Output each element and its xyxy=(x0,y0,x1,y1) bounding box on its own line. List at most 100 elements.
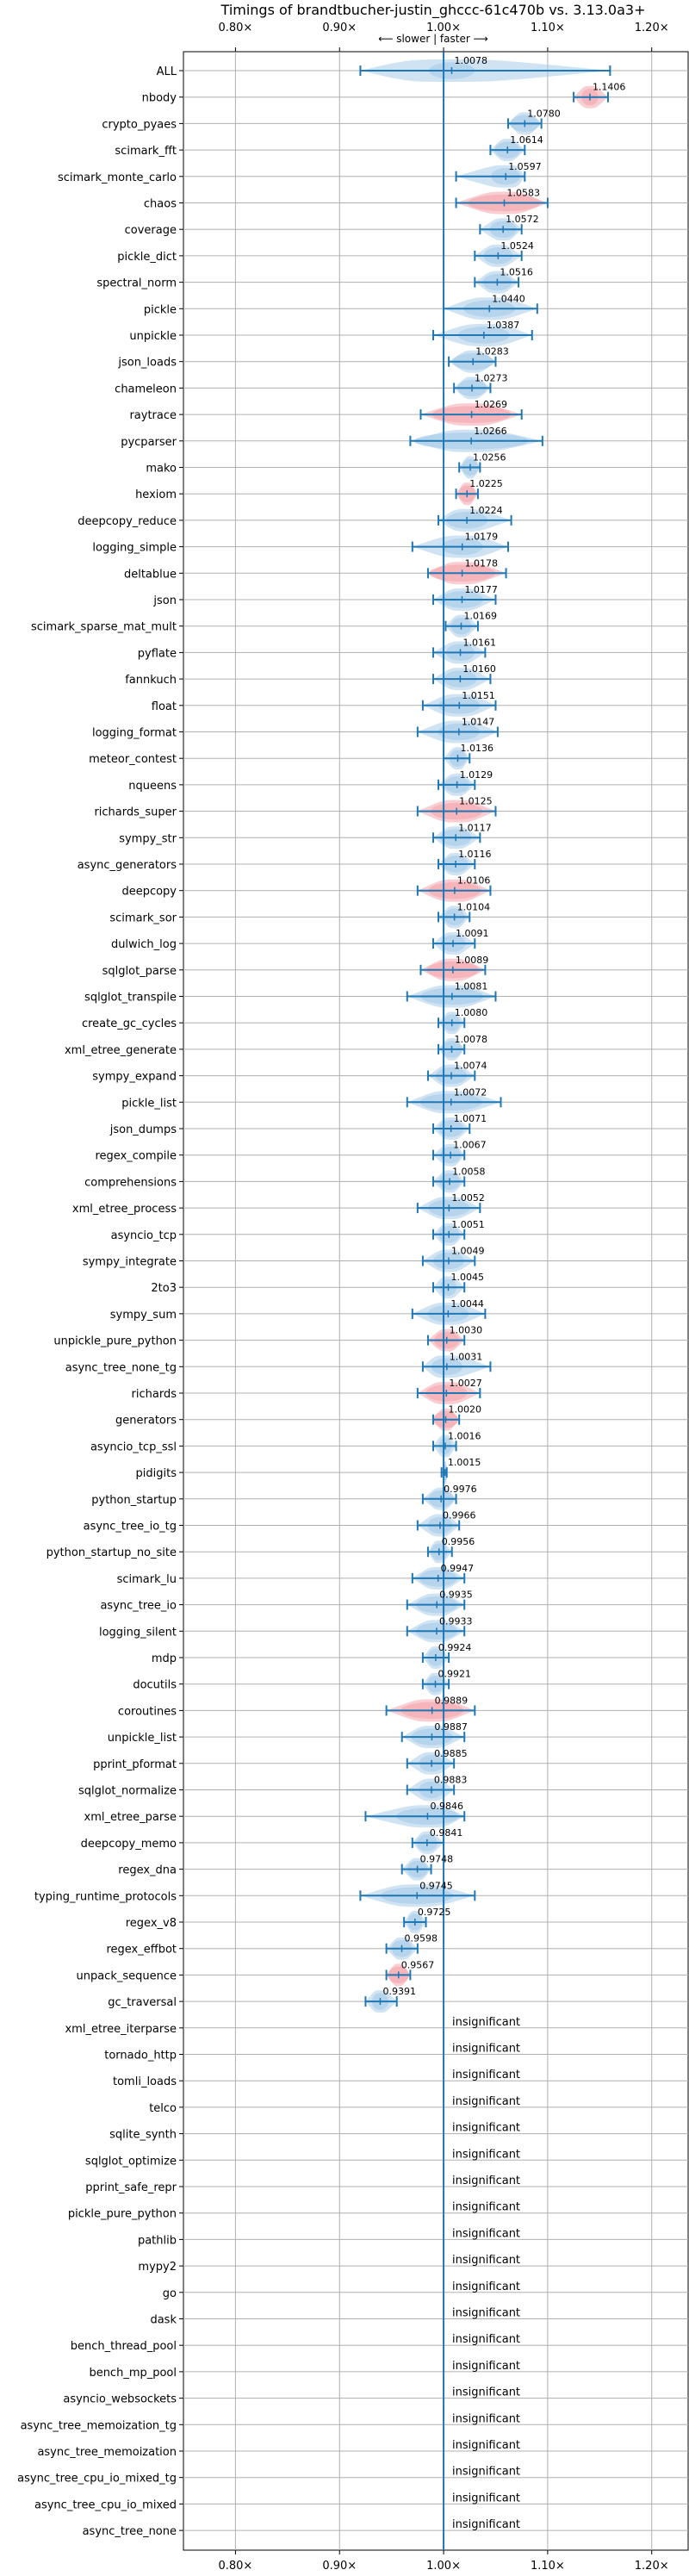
value-label-pidigits: 1.0015 xyxy=(448,1457,481,1468)
benchmark-label: logging_silent xyxy=(99,1626,177,1639)
value-label-create_gc_cycles: 1.0080 xyxy=(455,1007,488,1018)
value-label-sympy_sum: 1.0044 xyxy=(450,1298,484,1310)
benchmark-label: coroutines xyxy=(118,1705,177,1718)
value-label-mdp: 0.9924 xyxy=(438,1642,471,1653)
value-label-crypto_pyaes: 1.0780 xyxy=(527,108,561,119)
value-label-richards: 1.0027 xyxy=(449,1378,482,1389)
value-label-async_tree_io_tg: 0.9966 xyxy=(443,1510,476,1521)
tick-label-top: 1.10× xyxy=(531,22,565,34)
benchmark-label: docutils xyxy=(133,1679,177,1692)
benchmark-label: async_tree_io_tg xyxy=(84,1521,177,1534)
benchmark-label: dulwich_log xyxy=(111,938,177,951)
benchmark-label: json_loads xyxy=(117,357,177,370)
benchmark-label: mypy2 xyxy=(138,2261,177,2274)
insignificant-label: insignificant xyxy=(452,2466,520,2479)
benchmark-label: deepcopy_reduce xyxy=(78,515,177,528)
benchmark-label: richards_super xyxy=(94,806,177,819)
benchmark-label: asyncio_websockets xyxy=(63,2393,177,2406)
value-label-pyflate: 1.0161 xyxy=(463,637,497,648)
value-label-pprint_pformat: 0.9885 xyxy=(434,1748,467,1759)
benchmark-label: richards xyxy=(132,1388,177,1401)
value-label-chameleon: 1.0273 xyxy=(475,372,508,383)
benchmark-label: 2to3 xyxy=(151,1282,177,1295)
benchmark-label: sqlglot_normalize xyxy=(78,1785,177,1798)
value-label-async_tree_none_tg: 1.0031 xyxy=(450,1351,483,1362)
value-label-async_generators: 1.0116 xyxy=(458,849,492,860)
benchmark-label: comprehensions xyxy=(84,1176,177,1189)
benchmark-label: pickle_dict xyxy=(117,251,177,264)
benchmark-label: deepcopy_memo xyxy=(81,1838,177,1851)
value-label-regex_compile: 1.0067 xyxy=(453,1140,487,1151)
benchmark-label: pickle_list xyxy=(121,1097,177,1110)
benchmark-label: chameleon xyxy=(115,383,177,395)
plot-frame xyxy=(183,51,689,2551)
benchmark-label: telco xyxy=(149,2102,177,2115)
benchmark-label: pidigits xyxy=(136,1467,177,1480)
tick-label-top: 0.80× xyxy=(218,22,252,34)
benchmark-label: sqlglot_parse xyxy=(102,965,177,978)
insignificant-label: insignificant xyxy=(452,2201,520,2214)
benchmark-label: meteor_contest xyxy=(89,753,177,766)
insignificant-label: insignificant xyxy=(452,2148,520,2161)
insignificant-label: insignificant xyxy=(452,2439,520,2452)
tick-label-top: 1.00× xyxy=(426,22,461,34)
insignificant-label: insignificant xyxy=(452,2175,520,2187)
benchmark-label: sympy_sum xyxy=(110,1309,177,1322)
insignificant-label: insignificant xyxy=(452,2227,520,2240)
benchmark-label: sympy_str xyxy=(119,832,177,845)
benchmark-label: python_startup xyxy=(91,1494,177,1507)
benchmark-label: pathlib xyxy=(138,2234,177,2247)
tick-label-bottom: 0.90× xyxy=(322,2560,357,2573)
benchmark-label: async_tree_memoization xyxy=(37,2446,177,2459)
benchmark-label: logging_simple xyxy=(92,542,177,555)
benchmark-label: coverage xyxy=(125,224,177,237)
benchmark-label: generators xyxy=(115,1415,177,1428)
value-label-xml_etree_process: 1.0052 xyxy=(451,1192,485,1204)
value-label-gc_traversal: 0.9391 xyxy=(382,1986,416,1997)
benchmark-label: sqlglot_optimize xyxy=(85,2155,177,2168)
value-label-unpickle: 1.0387 xyxy=(487,320,520,331)
value-label-python_startup: 0.9976 xyxy=(444,1484,477,1495)
value-label-dulwich_log: 1.0091 xyxy=(456,928,489,939)
benchmark-label: ALL xyxy=(157,65,177,78)
benchmark-label: float xyxy=(152,700,177,713)
value-label-unpickle_list: 0.9887 xyxy=(434,1721,468,1733)
benchmark-label: hexiom xyxy=(135,488,177,501)
benchmark-label: regex_effbot xyxy=(106,1944,177,1957)
value-label-float: 1.0151 xyxy=(462,690,495,701)
benchmark-label: regex_compile xyxy=(95,1150,177,1163)
value-label-pycparser: 1.0266 xyxy=(474,426,507,437)
benchmark-label: bench_thread_pool xyxy=(71,2340,177,2353)
benchmark-label: bench_mp_pool xyxy=(89,2367,177,2380)
benchmark-label: asyncio_tcp_ssl xyxy=(90,1440,177,1453)
insignificant-label: insignificant xyxy=(452,2412,520,2425)
benchmark-label: xml_etree_generate xyxy=(65,1044,177,1057)
insignificant-label: insignificant xyxy=(452,2122,520,2135)
value-label-hexiom: 1.0225 xyxy=(469,478,503,489)
benchmark-label: nqueens xyxy=(128,780,177,793)
value-label-asyncio_tcp: 1.0051 xyxy=(451,1219,485,1230)
insignificant-label: insignificant xyxy=(452,2069,520,2081)
value-label-nqueens: 1.0129 xyxy=(460,769,493,781)
insignificant-label: insignificant xyxy=(452,2016,520,2029)
benchmark-label: async_tree_cpu_io_mixed xyxy=(34,2498,177,2511)
benchmark-label: python_startup_no_site xyxy=(47,1546,177,1559)
insignificant-label: insignificant xyxy=(452,2492,520,2504)
value-label-spectral_norm: 1.0516 xyxy=(500,267,533,278)
benchmark-label: pprint_safe_repr xyxy=(85,2181,177,2194)
value-label-sympy_integrate: 1.0049 xyxy=(451,1246,485,1257)
value-label-unpack_sequence: 0.9567 xyxy=(401,1959,435,1970)
benchmark-label: pickle_pure_python xyxy=(68,2208,177,2221)
value-label-raytrace: 1.0269 xyxy=(475,399,508,410)
benchmark-labels: ALL nbody crypto_pyaes scimark_fft scimark_m… xyxy=(17,65,177,2538)
benchmark-label: typing_runtime_protocols xyxy=(34,1890,177,1903)
benchmark-label: deepcopy xyxy=(121,886,177,899)
value-label-scimark_lu: 0.9947 xyxy=(441,1563,475,1574)
benchmark-label: async_tree_none xyxy=(83,2525,177,2538)
insignificant-label: insignificant xyxy=(452,2386,520,2399)
benchmark-label: pprint_pformat xyxy=(93,1758,177,1771)
benchmark-label: pyflate xyxy=(138,647,177,660)
benchmark-label: dask xyxy=(150,2314,177,2327)
benchmark-label: async_tree_none_tg xyxy=(65,1361,177,1374)
